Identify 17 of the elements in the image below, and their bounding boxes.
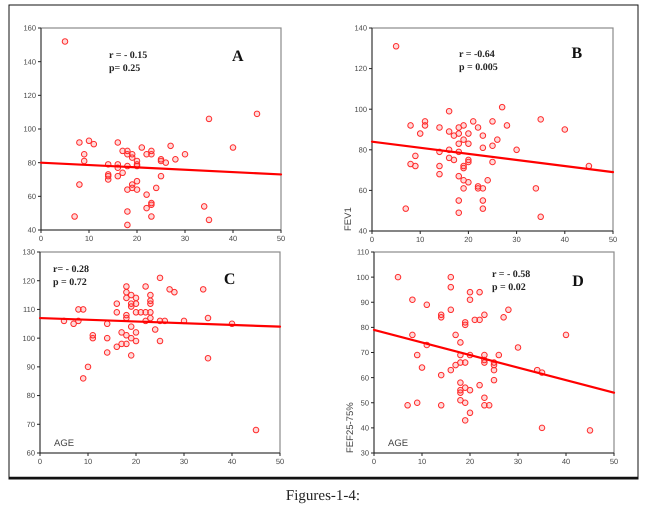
y-axis-title: FEV1 — [343, 207, 354, 231]
x-axis-title: AGE — [388, 438, 408, 449]
text: A — [232, 48, 244, 65]
text: D — [572, 273, 584, 290]
annotation: p = 0.72 — [53, 277, 87, 288]
text: Figures-1-4: — [286, 488, 360, 504]
y-axis-title: FEF25-75% — [345, 402, 356, 453]
text: C — [224, 271, 236, 288]
annotation: r = - 0.15 — [109, 50, 148, 61]
text: B — [572, 45, 583, 62]
annotation: r = -0.64 — [459, 49, 495, 60]
annotation: p = 0.005 — [459, 62, 498, 73]
annotation: p = 0.02 — [492, 282, 526, 293]
annotation: p= 0.25 — [109, 63, 140, 74]
x-axis-title: AGE — [54, 438, 74, 449]
annotation: r= - 0.28 — [53, 264, 89, 275]
annotation: r = - 0.58 — [492, 269, 530, 280]
